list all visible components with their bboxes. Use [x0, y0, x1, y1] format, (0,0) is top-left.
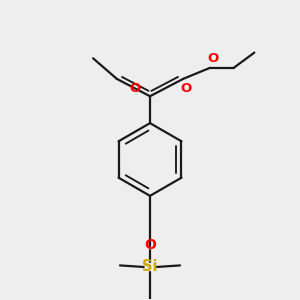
Text: O: O: [144, 238, 156, 251]
Text: O: O: [207, 52, 218, 65]
Text: O: O: [181, 82, 192, 95]
Text: O: O: [129, 82, 141, 95]
Text: Si: Si: [142, 260, 158, 274]
